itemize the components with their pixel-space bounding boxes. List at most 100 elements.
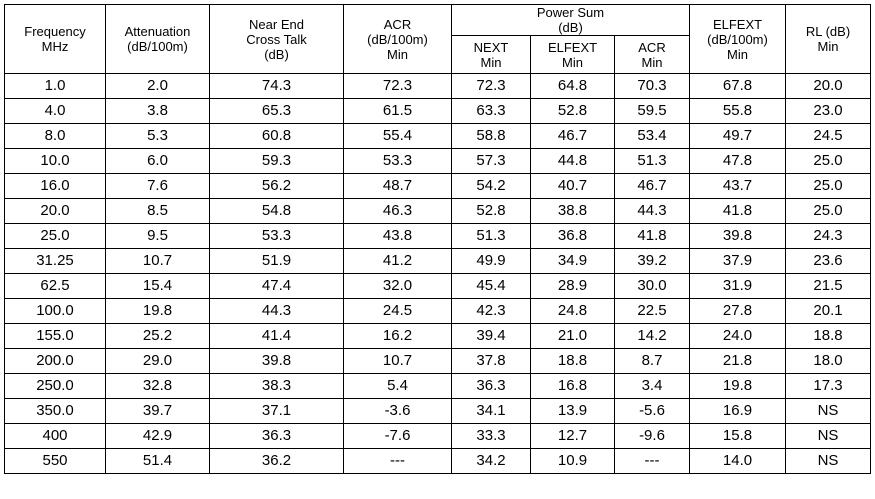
cell-attenuation: 8.5 xyxy=(105,198,210,224)
cell-frequency: 100.0 xyxy=(4,298,106,324)
header-attenuation: Attenuation (dB/100m) xyxy=(105,4,210,74)
header-ps-acr: ACR Min xyxy=(614,35,690,74)
cell-rl: 23.0 xyxy=(785,98,871,124)
cell-frequency: 62.5 xyxy=(4,273,106,299)
cell-ps-elfext: 18.8 xyxy=(530,348,615,374)
header-ps-next-line-2: Min xyxy=(480,54,502,70)
header-elfext-line-1: ELFEXT xyxy=(712,16,763,32)
header-acr-line-3: Min xyxy=(387,46,408,62)
cell-near-end-cross-talk: 74.3 xyxy=(209,73,344,99)
cell-elfext: 43.7 xyxy=(689,173,786,199)
cell-ps-next: 34.2 xyxy=(451,448,531,474)
cell-ps-elfext: 21.0 xyxy=(530,323,615,349)
cell-ps-next: 36.3 xyxy=(451,373,531,399)
cell-frequency: 200.0 xyxy=(4,348,106,374)
cell-attenuation: 42.9 xyxy=(105,423,210,449)
cell-ps-next: 57.3 xyxy=(451,148,531,174)
cell-attenuation: 32.8 xyxy=(105,373,210,399)
cell-elfext: 47.8 xyxy=(689,148,786,174)
table-row: 1.0 2.0 74.3 72.3 72.3 64.8 70.3 67.8 20.0 xyxy=(4,73,871,99)
cell-near-end-cross-talk: 41.4 xyxy=(209,323,344,349)
cell-rl: 24.3 xyxy=(785,223,871,249)
cell-frequency: 155.0 xyxy=(4,323,106,349)
cell-elfext: 41.8 xyxy=(689,198,786,224)
cell-acr: 10.7 xyxy=(343,348,452,374)
cell-acr: 24.5 xyxy=(343,298,452,324)
header-ps-next-line-1: NEXT xyxy=(473,39,509,55)
cell-rl: 25.0 xyxy=(785,198,871,224)
cell-rl: 18.8 xyxy=(785,323,871,349)
cell-ps-elfext: 44.8 xyxy=(530,148,615,174)
cell-elfext: 37.9 xyxy=(689,248,786,274)
cell-rl: 18.0 xyxy=(785,348,871,374)
cell-ps-next: 63.3 xyxy=(451,98,531,124)
header-ps-acr-line-1: ACR xyxy=(638,39,666,55)
cell-ps-acr: 59.5 xyxy=(614,98,690,124)
cell-frequency: 250.0 xyxy=(4,373,106,399)
cell-attenuation: 9.5 xyxy=(105,223,210,249)
cell-frequency: 400 xyxy=(4,423,106,449)
header-attenuation-line-2: (dB/100m) xyxy=(127,39,188,54)
cell-acr: 61.5 xyxy=(343,98,452,124)
cell-ps-elfext: 12.7 xyxy=(530,423,615,449)
cell-near-end-cross-talk: 53.3 xyxy=(209,223,344,249)
cell-ps-next: 42.3 xyxy=(451,298,531,324)
cell-elfext: 21.8 xyxy=(689,348,786,374)
cell-elfext: 55.8 xyxy=(689,98,786,124)
cell-attenuation: 7.6 xyxy=(105,173,210,199)
header-rl: RL (dB) Min xyxy=(785,4,871,74)
table-row: 10.0 6.0 59.3 53.3 57.3 44.8 51.3 47.8 25.0 xyxy=(4,148,871,174)
cell-near-end-cross-talk: 54.8 xyxy=(209,198,344,224)
cell-near-end-cross-talk: 65.3 xyxy=(209,98,344,124)
table-row: 400 42.9 36.3 -7.6 33.3 12.7 -9.6 15.8 NS xyxy=(4,423,871,449)
cell-ps-next: 45.4 xyxy=(451,273,531,299)
cell-frequency: 4.0 xyxy=(4,98,106,124)
cell-ps-next: 52.8 xyxy=(451,198,531,224)
cell-attenuation: 39.7 xyxy=(105,398,210,424)
cell-elfext: 19.8 xyxy=(689,373,786,399)
cell-elfext: 67.8 xyxy=(689,73,786,99)
header-frequency-line-2: MHz xyxy=(41,39,69,54)
cell-ps-acr: 39.2 xyxy=(614,248,690,274)
table-row: 155.0 25.2 41.4 16.2 39.4 21.0 14.2 24.0 18.8 xyxy=(4,323,871,349)
cell-ps-elfext: 52.8 xyxy=(530,98,615,124)
cell-acr: 5.4 xyxy=(343,373,452,399)
cell-near-end-cross-talk: 36.3 xyxy=(209,423,344,449)
cell-rl: NS xyxy=(785,398,871,424)
cell-ps-acr: 8.7 xyxy=(614,348,690,374)
cell-frequency: 20.0 xyxy=(4,198,106,224)
table-row: 16.0 7.6 56.2 48.7 54.2 40.7 46.7 43.7 25.0 xyxy=(4,173,871,199)
cell-ps-elfext: 64.8 xyxy=(530,73,615,99)
header-power-sum: Power Sum (dB) xyxy=(451,4,690,36)
cell-ps-acr: 14.2 xyxy=(614,323,690,349)
cable-spec-table: Frequency MHz Attenuation (dB/100m) Near… xyxy=(4,4,871,474)
cell-acr: 32.0 xyxy=(343,273,452,299)
cell-elfext: 24.0 xyxy=(689,323,786,349)
table-row: 350.0 39.7 37.1 -3.6 34.1 13.9 -5.6 16.9 NS xyxy=(4,398,871,424)
cell-rl: 24.5 xyxy=(785,123,871,149)
header-ps-elfext-line-2: Min xyxy=(562,54,583,70)
table-row: 550 51.4 36.2 --- 34.2 10.9 --- 14.0 NS xyxy=(4,448,871,474)
cell-frequency: 16.0 xyxy=(4,173,106,199)
cell-near-end-cross-talk: 39.8 xyxy=(209,348,344,374)
cell-ps-acr: 46.7 xyxy=(614,173,690,199)
cell-ps-acr: 44.3 xyxy=(614,198,690,224)
header-elfext: ELFEXT (dB/100m) Min xyxy=(689,4,786,74)
table-header: Frequency MHz Attenuation (dB/100m) Near… xyxy=(4,4,871,74)
cell-ps-acr: --- xyxy=(614,448,690,474)
cell-acr: 46.3 xyxy=(343,198,452,224)
table-row: 20.0 8.5 54.8 46.3 52.8 38.8 44.3 41.8 25.0 xyxy=(4,198,871,224)
header-power-sum-line-2: (dB) xyxy=(558,20,583,35)
header-next-line-2: Cross Talk xyxy=(246,31,307,47)
cell-frequency: 1.0 xyxy=(4,73,106,99)
table-body: 1.0 2.0 74.3 72.3 72.3 64.8 70.3 67.8 20.0 4.0 3.8… xyxy=(4,73,871,474)
cell-ps-acr: 22.5 xyxy=(614,298,690,324)
cell-rl: NS xyxy=(785,448,871,474)
header-next-line-1: Near End xyxy=(249,16,304,32)
cell-attenuation: 51.4 xyxy=(105,448,210,474)
cell-attenuation: 3.8 xyxy=(105,98,210,124)
cell-ps-next: 37.8 xyxy=(451,348,531,374)
cell-ps-acr: 53.4 xyxy=(614,123,690,149)
header-acr-line-1: ACR xyxy=(383,16,412,32)
header-ps-next: NEXT Min xyxy=(451,35,531,74)
